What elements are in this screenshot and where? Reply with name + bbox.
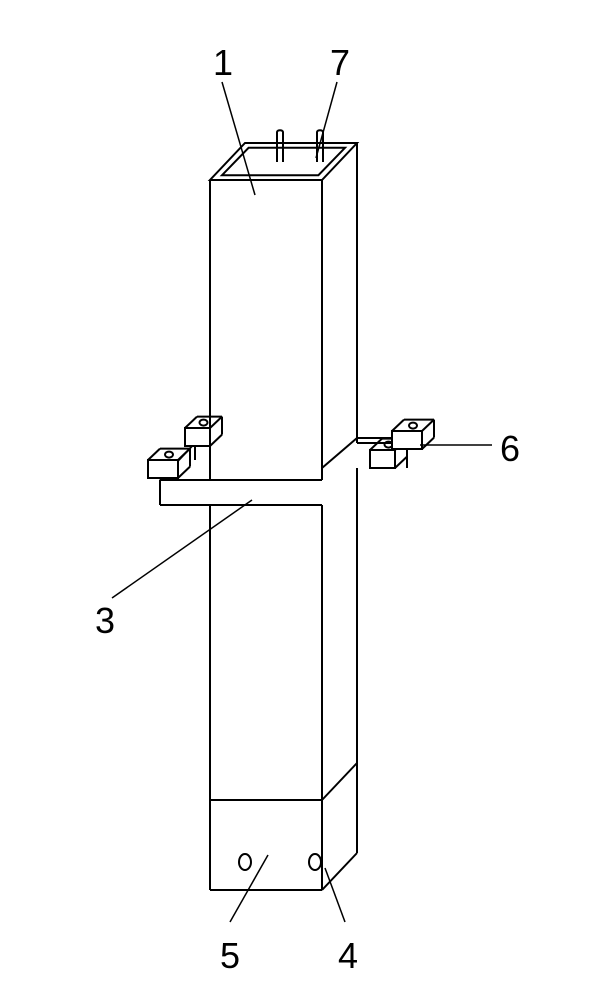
label-7: 7 <box>330 42 350 84</box>
technical-drawing <box>0 0 605 1000</box>
label-5: 5 <box>220 935 240 977</box>
label-1: 1 <box>213 42 233 84</box>
label-4: 4 <box>338 935 358 977</box>
label-3: 3 <box>95 600 115 642</box>
label-6: 6 <box>500 428 520 470</box>
